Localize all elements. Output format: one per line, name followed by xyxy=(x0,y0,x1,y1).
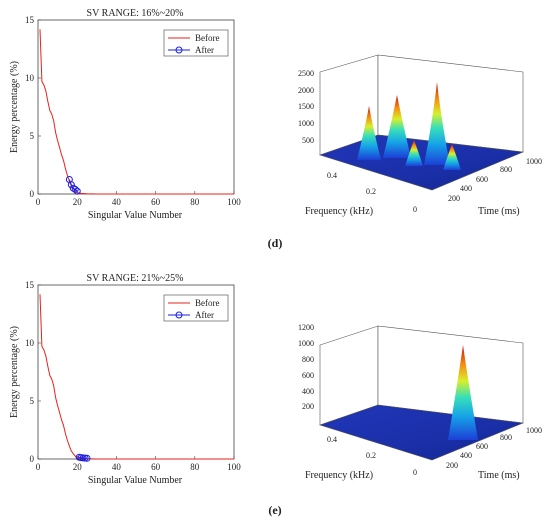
y-tick-label: 15 xyxy=(25,280,35,290)
series-after-point xyxy=(71,185,79,193)
x-tick-label: 20 xyxy=(73,197,83,207)
peak-4 xyxy=(405,140,423,166)
freq-tick-0.2: 0.2 xyxy=(366,451,376,460)
time-tick-200: 200 xyxy=(446,461,458,470)
z-tick-800: 800 xyxy=(302,355,314,364)
legend-before-label: Before xyxy=(195,33,220,43)
time-tick-200: 200 xyxy=(448,194,460,203)
freq-tick-0: 0 xyxy=(413,468,417,477)
x-axis-label: Singular Value Number xyxy=(88,210,183,221)
series-after-markers xyxy=(75,453,91,462)
plot-title: SV RANGE: 16%~20% xyxy=(87,8,184,19)
time-tick-1000: 1000 xyxy=(526,157,542,166)
y-tick-label: 0 xyxy=(30,189,35,199)
x-tick-label: 100 xyxy=(227,197,241,207)
legend-after-label: After xyxy=(195,310,214,320)
series-after-point xyxy=(73,187,81,195)
y-tick-label: 10 xyxy=(25,338,35,348)
freq-tick-0.4: 0.4 xyxy=(327,171,337,180)
series-before-line xyxy=(39,29,234,195)
z-tick-1200: 1200 xyxy=(298,323,314,332)
y-tick-label: 5 xyxy=(30,396,35,406)
x-tick-label: 80 xyxy=(190,197,200,207)
surface-plot-d: 2500 2000 1500 1000 500 0.4 0.2 0 200 40… xyxy=(298,54,542,217)
x-tick-label: 100 xyxy=(227,462,241,472)
z-tick-2500: 2500 xyxy=(298,69,314,78)
line-plot-e: SV RANGE: 21%~25% 0 20 40 60 80 100 0 5 10 15 Bef… xyxy=(9,273,241,486)
z-tick-1500: 1500 xyxy=(298,102,314,111)
y-tick-label: 10 xyxy=(25,73,35,83)
y-tick-label: 5 xyxy=(30,131,35,141)
time-tick-600: 600 xyxy=(476,442,488,451)
legend-box xyxy=(163,294,229,322)
x-tick-label: 40 xyxy=(112,462,122,472)
x-tick-label: 20 xyxy=(73,462,83,472)
surface-peaks xyxy=(357,82,461,170)
x-tick-label: 40 xyxy=(112,197,122,207)
legend-box xyxy=(163,29,229,57)
time-axis-ticks: 200 400 600 800 1000 xyxy=(448,157,542,203)
x-tick-label: 80 xyxy=(190,462,200,472)
y-axis-label: Energy percentage (%) xyxy=(9,61,20,153)
x-tick-label: 0 xyxy=(36,462,41,472)
frequency-axis-label: Frequency (kHz) xyxy=(305,206,373,217)
freq-tick-0: 0 xyxy=(413,205,417,214)
surface-peaks xyxy=(448,345,478,440)
series-after-point xyxy=(67,181,75,189)
z-tick-2000: 2000 xyxy=(298,86,314,95)
time-axis-ticks: 200 400 600 800 1000 xyxy=(446,426,542,470)
peak-2 xyxy=(383,95,411,158)
time-tick-400: 400 xyxy=(460,451,472,460)
z-tick-600: 600 xyxy=(302,371,314,380)
x-tick-label: 60 xyxy=(151,197,161,207)
peak-1 xyxy=(448,345,478,440)
time-tick-600: 600 xyxy=(476,175,488,184)
legend-before-label: Before xyxy=(195,298,220,308)
peak-1 xyxy=(357,106,381,160)
axis-ticks: 0 20 40 60 80 100 0 5 10 15 xyxy=(25,280,241,472)
panel-caption-d: (d) xyxy=(268,236,283,250)
line-plot-d: SV RANGE: 16%~20% 0 20 40 60 80 100 0 5 10 15 Bef… xyxy=(9,8,241,221)
time-axis-label: Time (ms) xyxy=(478,470,520,481)
z-tick-500: 500 xyxy=(302,136,314,145)
time-tick-800: 800 xyxy=(500,165,512,174)
z-tick-1000: 1000 xyxy=(298,339,314,348)
series-before-line xyxy=(39,294,234,460)
surface-plot-e: 1200 1000 800 600 400 200 0.4 0.2 0 200 … xyxy=(298,323,542,481)
legend-after-label: After xyxy=(195,45,214,55)
time-tick-400: 400 xyxy=(460,184,472,193)
series-after-point xyxy=(83,454,91,462)
series-after-markers xyxy=(65,176,81,195)
freq-axis-ticks: 0.4 0.2 0 xyxy=(327,435,417,477)
x-tick-label: 60 xyxy=(151,462,161,472)
y-tick-label: 15 xyxy=(25,15,35,25)
legend-after-marker xyxy=(175,46,183,54)
z-axis-ticks: 2500 2000 1500 1000 500 xyxy=(298,69,314,145)
x-tick-label: 0 xyxy=(36,197,41,207)
legend: Before After xyxy=(163,29,229,57)
freq-tick-0.4: 0.4 xyxy=(327,435,337,444)
z-tick-400: 400 xyxy=(302,387,314,396)
time-tick-800: 800 xyxy=(500,433,512,442)
freq-axis-ticks: 0.4 0.2 0 xyxy=(327,171,417,214)
axis-ticks: 0 20 40 60 80 100 0 5 10 15 xyxy=(25,15,241,207)
panel-caption-e: (e) xyxy=(268,503,281,517)
y-axis-label: Energy percentage (%) xyxy=(9,326,20,418)
peak-5 xyxy=(443,144,461,170)
frequency-axis-label: Frequency (kHz) xyxy=(305,470,373,481)
y-tick-label: 0 xyxy=(30,454,35,464)
time-axis-label: Time (ms) xyxy=(478,206,520,217)
z-tick-1000: 1000 xyxy=(298,119,314,128)
legend: Before After xyxy=(163,294,229,322)
plot-title: SV RANGE: 21%~25% xyxy=(87,273,184,284)
z-tick-200: 200 xyxy=(302,402,314,411)
time-tick-1000: 1000 xyxy=(526,426,542,435)
x-axis-label: Singular Value Number xyxy=(88,475,183,486)
freq-tick-0.2: 0.2 xyxy=(366,187,376,196)
z-axis-ticks: 1200 1000 800 600 400 200 xyxy=(298,323,314,411)
peak-3 xyxy=(424,82,450,165)
legend-after-marker xyxy=(175,311,183,319)
